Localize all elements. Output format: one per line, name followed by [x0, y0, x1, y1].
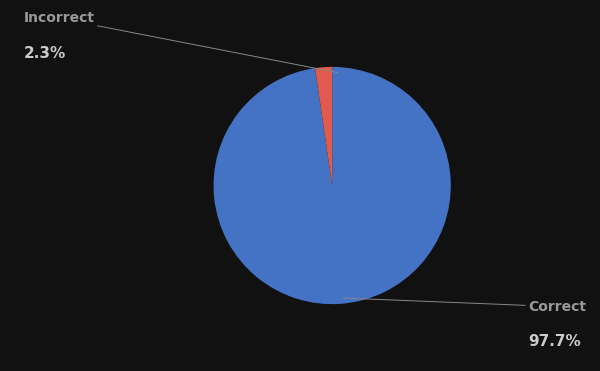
Wedge shape — [315, 67, 332, 186]
Text: 2.3%: 2.3% — [24, 46, 66, 60]
Text: Incorrect: Incorrect — [24, 12, 338, 73]
Wedge shape — [214, 67, 451, 304]
Text: 97.7%: 97.7% — [528, 334, 581, 349]
Text: Correct: Correct — [343, 298, 586, 313]
